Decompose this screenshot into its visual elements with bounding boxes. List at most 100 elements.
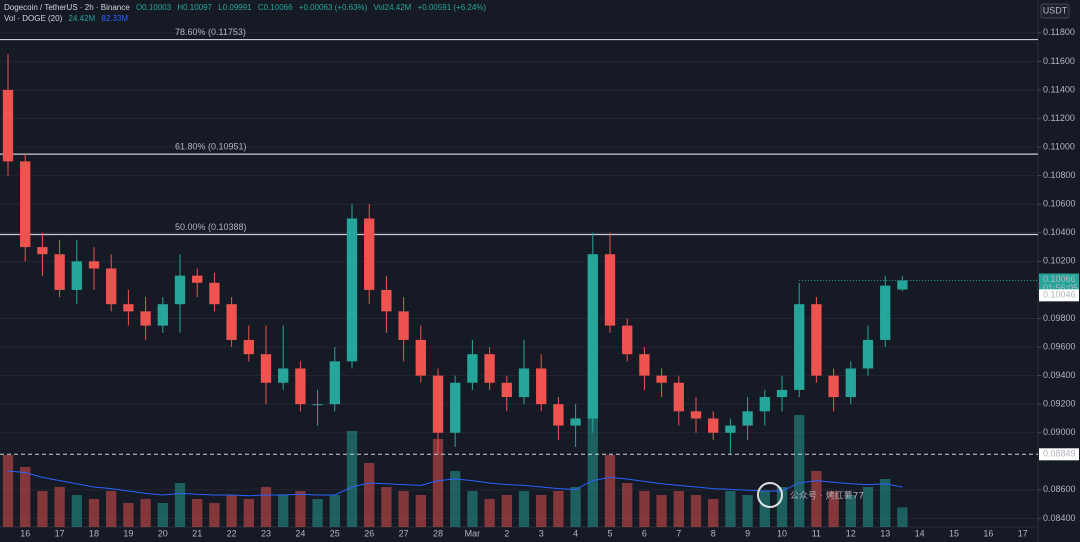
volume-bar [192,499,203,527]
countdown-label: 01:56:05 [1043,283,1078,293]
volume-bar [174,483,186,527]
volume-bar [243,499,254,527]
x-tick-label: 13 [880,528,890,538]
candle-body [656,375,667,383]
volume-bar [209,503,220,527]
x-tick-label: 2 [504,528,509,538]
x-tick-label: 10 [777,528,787,538]
volume-bar [845,495,856,527]
y-tick-label: 0.10200 [1043,256,1076,266]
volume-bar [673,491,684,527]
x-tick-label: 12 [846,528,856,538]
candle-body [604,254,616,326]
candle-body [845,368,856,398]
volume-bar [862,487,874,527]
candle-body [518,368,530,398]
ohlc-low: L0.09991 [218,3,252,12]
y-tick-label: 0.11200 [1043,113,1075,123]
candle-body [639,354,650,376]
volume-bar [880,479,891,527]
y-tick-label: 0.11600 [1043,56,1075,66]
candle-body [811,304,822,376]
volume-bar [742,495,753,527]
volume-bar [226,495,237,527]
volume-ma-line [7,470,903,497]
candle-body [157,304,168,326]
candle-body [88,261,100,269]
volume-bar [20,467,31,527]
candle-body [553,404,564,426]
candle-body [690,411,702,419]
last-price-label: 0.10066 [1043,274,1076,284]
x-tick-label: 21 [192,528,202,538]
volume-bar [828,491,839,527]
x-tick-label: 16 [983,528,993,538]
candle-body [140,311,151,326]
volume-legend: Vol · DOGE (20) 24.42M 82.33M [4,14,132,23]
x-tick-label: 7 [676,528,681,538]
candle-body [794,304,805,390]
candle-body [346,218,358,362]
x-tick-label: 17 [1018,528,1028,538]
x-tick-label: 19 [123,528,133,538]
candle-body [415,339,426,376]
candle-body [570,418,581,426]
volume-bar [106,491,117,527]
ohlc-high: H0.10097 [177,3,213,12]
volume-ma-value: 82.33M [101,14,129,23]
candle-body [622,325,633,355]
candle-body [759,397,770,412]
y-tick-label: 0.08600 [1043,484,1076,494]
volume-bar [432,439,444,527]
candle-body [398,311,409,340]
header-volume-change: +0.00591 (+6.24%) [417,3,487,12]
candle-body [209,282,220,305]
volume-bar [536,495,547,527]
candle-body [776,389,788,398]
volume-bar [346,431,358,527]
volume-bar [364,463,375,527]
volume-bar [897,507,908,527]
candle-body [226,304,237,340]
candle-body [243,339,254,355]
volume-bar [776,487,788,527]
candle-body [312,404,323,406]
y-tick-label: 0.09600 [1043,341,1076,351]
y-tick-label: 0.11800 [1043,27,1075,37]
ohlc-change: +0.00063 (+0.63%) [298,3,368,12]
volume-bar [295,491,306,527]
candle-body [123,304,134,312]
volume-bar [604,455,616,527]
candle-body [106,268,117,305]
volume-bar [54,487,65,527]
volume-bar [811,471,822,527]
y-tick-label: 0.09400 [1043,370,1076,380]
candle-body [450,382,461,433]
candle-body [329,361,340,405]
y-tick-label: 0.10400 [1043,227,1076,237]
x-tick-label: Mar [465,528,481,538]
volume-bar [123,503,134,527]
volume-bar [708,499,719,527]
x-tick-label: 17 [55,528,65,538]
volume-bar [140,499,151,527]
volume-bar [759,491,770,527]
volume-indicator: Vol · DOGE (20) [4,14,63,23]
x-tick-label: 4 [573,528,578,538]
candle-body [364,218,375,290]
candle-body [587,254,598,419]
candle-body [260,354,272,383]
volume-bar [329,495,340,527]
x-tick-label: 15 [949,528,959,538]
candle-body [708,418,719,433]
volume-bar [37,491,48,527]
y-tick-label: 0.09000 [1043,427,1076,437]
legend-header: Dogecoin / TetherUS · 2h · Binance O0.10… [4,3,490,12]
volume-bar [570,487,581,527]
candle-body [71,261,82,290]
x-tick-label: 28 [433,528,443,538]
candle-body [432,375,444,433]
candle-body [484,354,495,383]
x-tick-label: 5 [607,528,612,538]
